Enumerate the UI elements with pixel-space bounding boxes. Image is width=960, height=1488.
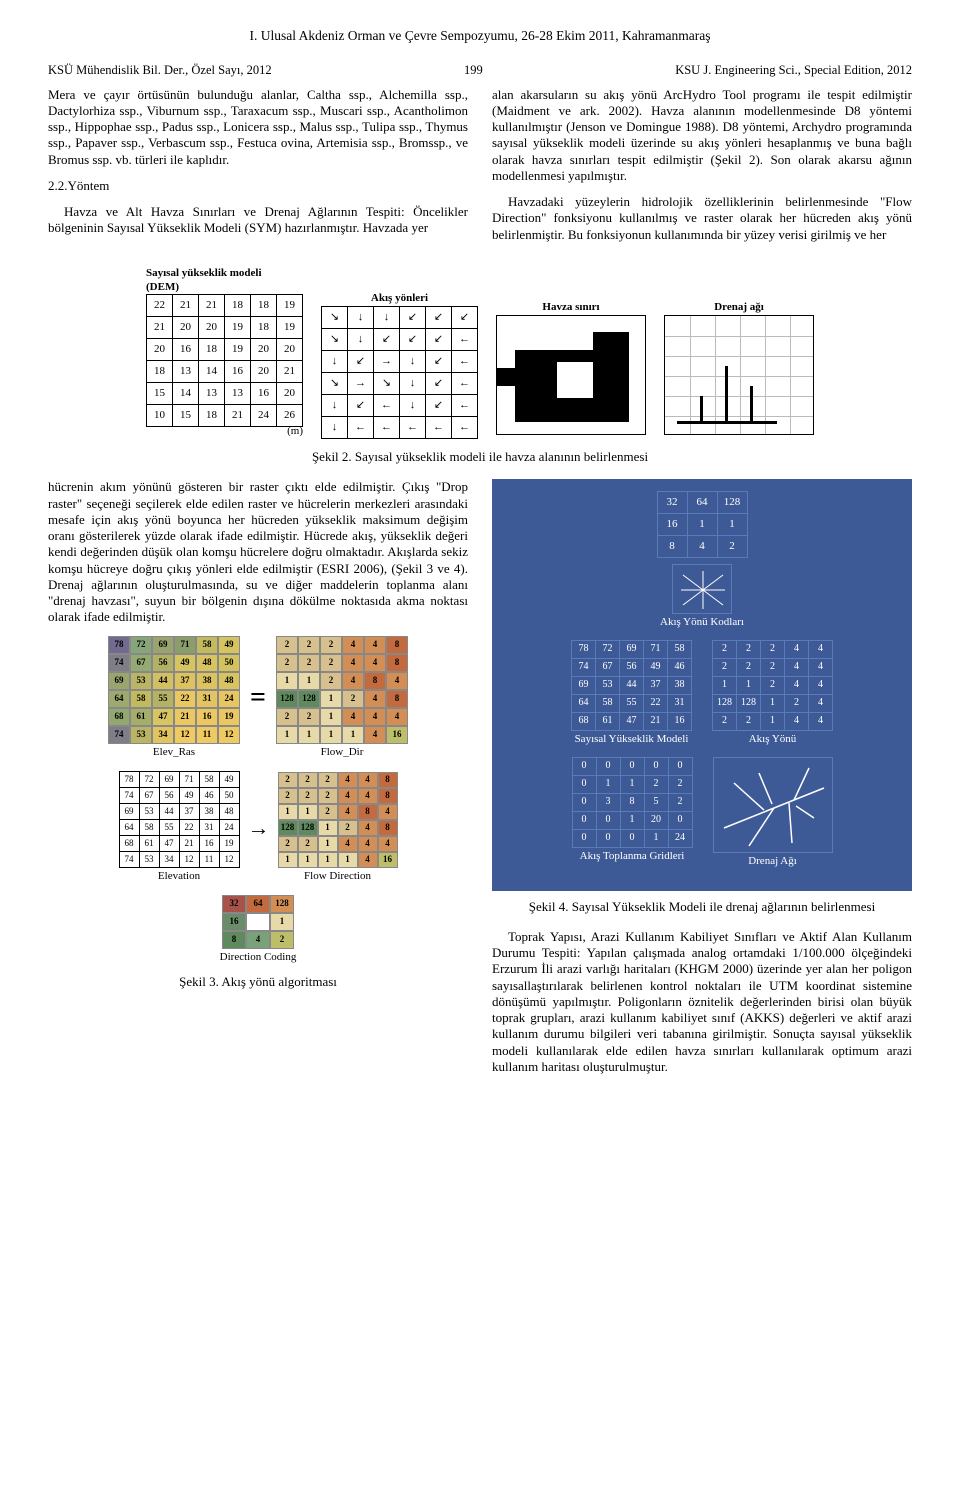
conference-header: I. Ulusal Akdeniz Orman ve Çevre Sempozy… [48, 28, 912, 45]
figure-3: 7872697158497467564948506953443738486458… [48, 636, 468, 991]
right-p2: Havzadaki yüzeylerin hidrolojik özellikl… [492, 194, 912, 243]
fig3-elev2-label: Elevation [119, 870, 240, 884]
fig4-toplama-label: Akış Toplanma Gridleri [572, 850, 693, 864]
equals-icon: = [250, 680, 266, 715]
fig3-elevation2: 7872697158497467564946506953443738486458… [119, 771, 240, 868]
fig4-drenaj-label: Drenaj Ağı [713, 855, 833, 869]
page-number: 199 [464, 63, 483, 79]
lower-right-p: Toprak Yapısı, Arazi Kullanım Kabiliyet … [492, 929, 912, 1075]
lower-left-p: hücrenin akım yönünü gösteren bir raster… [48, 479, 468, 625]
figure-4: 32641281611842 Akış Yönü Kodları 7872697… [492, 479, 912, 890]
fig3-flow-label: Flow_Dir [276, 746, 408, 760]
arrow-right-icon: → [248, 814, 270, 842]
fig4-out1-table: 22244222441124412812812422144 [712, 640, 833, 731]
fig4-kod-label: Akış Yönü Kodları [504, 616, 900, 630]
fig2-dem: Sayısal yükseklik modeli (DEM) 222121181… [146, 267, 303, 439]
left-column: Mera ve çayır örtüsünün bulunduğu alanla… [48, 87, 468, 253]
journal-right: KSU J. Engineering Sci., Special Edition… [675, 63, 912, 79]
fig2-akis-table: ↘↓↓↙↙↙↘↓↙↙↙←↓↙→↓↙←↘→↘↓↙←↓↙←↓↙←↓←←←←← [321, 306, 478, 439]
fig4-yonu-label: Akış Yönü [712, 733, 833, 747]
fig3-flowdir2-label: Flow Direction [278, 870, 398, 884]
journal-left: KSÜ Mühendislik Bil. Der., Özel Sayı, 20… [48, 63, 272, 79]
fig2-havza: Havza sınırı [496, 301, 646, 439]
fig3-elev-label: Elev_Ras [108, 746, 240, 760]
fig4-toplama-table: 000000112203852001200000124 [572, 757, 693, 848]
right-column: alan akarsuların su akış yönü ArcHydro T… [492, 87, 912, 253]
figure-4-caption: Şekil 4. Sayısal Yükseklik Modeli ile dr… [492, 899, 912, 915]
fig2-drenaj: Drenaj ağı [664, 301, 814, 439]
fig4-kod-table: 32641281611842 [657, 491, 748, 558]
fig2-dem-table: 2221211818192120201918192016181920201813… [146, 294, 303, 427]
left-p2: Havza ve Alt Havza Sınırları ve Drenaj A… [48, 204, 468, 237]
left-p1: Mera ve çayır örtüsünün bulunduğu alanla… [48, 87, 468, 168]
figure-2-caption: Şekil 2. Sayısal yükseklik modeli ile ha… [48, 449, 912, 465]
fig3-dir-label: Direction Coding [48, 951, 468, 965]
fig4-model-label: Sayısal Yükseklik Modeli [571, 733, 692, 747]
figure-2: Sayısal yükseklik modeli (DEM) 222121181… [48, 267, 912, 439]
section-heading: 2.2.Yöntem [48, 178, 468, 194]
fig4-input-table: 7872697158746756494669534437386458552231… [571, 640, 692, 731]
lower-left-column: hücrenin akım yönünü gösteren bir raster… [48, 479, 468, 1085]
meta-row: KSÜ Mühendislik Bil. Der., Özel Sayı, 20… [48, 63, 912, 79]
lower-right-column: 32641281611842 Akış Yönü Kodları 7872697… [492, 479, 912, 1085]
fig2-m-label: (m) [146, 425, 303, 439]
figure-3-caption: Şekil 3. Akış yönü algoritması [48, 974, 468, 990]
right-p1: alan akarsuların su akış yönü ArcHydro T… [492, 87, 912, 185]
fig2-akis: Akış yönleri ↘↓↓↙↙↙↘↓↙↙↙←↓↙→↓↙←↘→↘↓↙←↓↙←… [321, 292, 478, 439]
